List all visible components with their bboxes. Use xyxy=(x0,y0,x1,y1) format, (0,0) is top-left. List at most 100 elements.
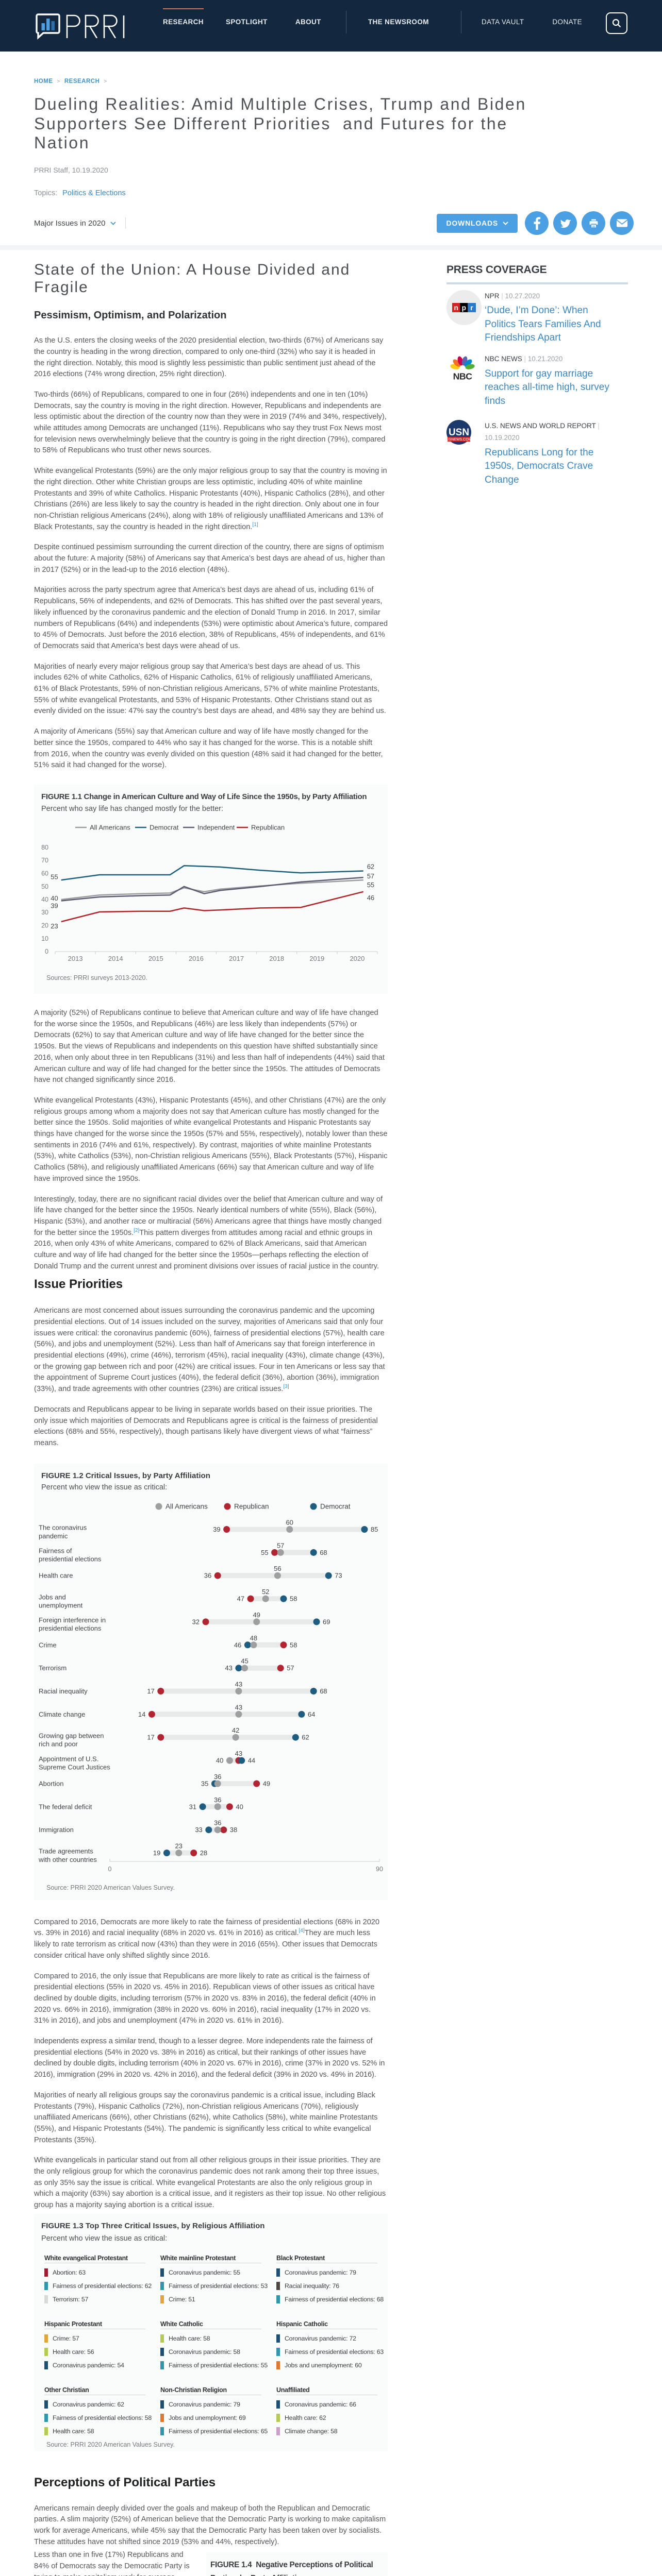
svg-text:36: 36 xyxy=(214,1796,221,1804)
svg-text:Supreme Court Justices: Supreme Court Justices xyxy=(39,1763,110,1771)
svg-text:The coronavirus: The coronavirus xyxy=(39,1523,87,1531)
svg-text:2013: 2013 xyxy=(68,955,83,962)
svg-text:Democrat: Democrat xyxy=(320,1502,351,1510)
svg-text:The federal deficit: The federal deficit xyxy=(39,1803,92,1810)
svg-text:30: 30 xyxy=(41,909,48,916)
svg-text:Jobs and: Jobs and xyxy=(39,1593,66,1601)
svg-text:Abortion: Abortion xyxy=(39,1780,63,1787)
svg-text:85: 85 xyxy=(371,1526,378,1533)
svg-text:60: 60 xyxy=(286,1518,293,1526)
svg-text:r: r xyxy=(470,303,473,312)
svg-text:55: 55 xyxy=(261,1549,268,1556)
svg-text:52: 52 xyxy=(262,1588,269,1596)
svg-text:35: 35 xyxy=(201,1780,208,1787)
svg-text:31: 31 xyxy=(189,1803,196,1810)
svg-text:40: 40 xyxy=(51,894,58,902)
svg-text:0: 0 xyxy=(108,1866,112,1873)
svg-text:46: 46 xyxy=(367,894,374,902)
svg-text:49: 49 xyxy=(263,1780,270,1787)
svg-text:62: 62 xyxy=(302,1733,309,1741)
svg-text:58: 58 xyxy=(290,1641,297,1649)
svg-text:19: 19 xyxy=(153,1849,160,1857)
svg-text:46: 46 xyxy=(234,1641,241,1649)
svg-text:43: 43 xyxy=(225,1664,232,1672)
svg-text:with other countries: with other countries xyxy=(38,1856,97,1863)
svg-text:64: 64 xyxy=(308,1710,315,1718)
svg-text:80: 80 xyxy=(41,844,48,851)
svg-text:57: 57 xyxy=(277,1541,284,1549)
svg-text:rich and poor: rich and poor xyxy=(39,1740,78,1748)
svg-text:56: 56 xyxy=(274,1565,281,1572)
svg-text:Racial inequality: Racial inequality xyxy=(39,1687,88,1695)
svg-text:45: 45 xyxy=(241,1657,248,1665)
svg-text:Health care: Health care xyxy=(39,1571,73,1579)
svg-text:2018: 2018 xyxy=(269,955,284,962)
svg-text:0: 0 xyxy=(45,948,48,955)
svg-text:42: 42 xyxy=(232,1726,239,1734)
svg-text:NBC: NBC xyxy=(453,371,473,381)
svg-text:2019: 2019 xyxy=(309,955,324,962)
svg-text:10: 10 xyxy=(41,935,48,942)
svg-text:Democrat: Democrat xyxy=(150,824,179,832)
svg-text:36: 36 xyxy=(214,1773,221,1781)
svg-text:17: 17 xyxy=(147,1687,154,1695)
svg-text:14: 14 xyxy=(138,1710,145,1718)
svg-text:57: 57 xyxy=(367,872,374,880)
svg-text:62: 62 xyxy=(367,863,374,871)
svg-text:unemployment: unemployment xyxy=(39,1601,83,1609)
svg-text:28: 28 xyxy=(200,1849,207,1857)
svg-text:Immigration: Immigration xyxy=(39,1826,74,1834)
svg-text:39: 39 xyxy=(213,1526,220,1533)
svg-text:43: 43 xyxy=(235,1703,242,1711)
svg-text:Foreign interference in: Foreign interference in xyxy=(39,1616,106,1624)
svg-text:USNEWS.COM: USNEWS.COM xyxy=(446,438,471,442)
svg-text:All Americans: All Americans xyxy=(166,1502,208,1510)
svg-text:Independent: Independent xyxy=(197,824,235,832)
svg-text:38: 38 xyxy=(230,1826,237,1834)
svg-text:48: 48 xyxy=(250,1634,257,1642)
svg-text:36: 36 xyxy=(204,1571,211,1579)
svg-text:Fairness of: Fairness of xyxy=(39,1547,72,1554)
svg-text:2020: 2020 xyxy=(350,955,365,962)
svg-text:58: 58 xyxy=(290,1595,297,1602)
svg-text:44: 44 xyxy=(248,1756,255,1764)
svg-text:40: 40 xyxy=(236,1803,243,1810)
svg-text:presidential elections: presidential elections xyxy=(39,1555,102,1563)
svg-text:68: 68 xyxy=(320,1687,327,1695)
svg-text:2016: 2016 xyxy=(189,955,204,962)
svg-text:43: 43 xyxy=(235,1680,242,1688)
svg-text:All Americans: All Americans xyxy=(90,824,130,832)
svg-text:55: 55 xyxy=(367,881,374,889)
svg-text:49: 49 xyxy=(253,1611,260,1619)
svg-text:57: 57 xyxy=(287,1664,294,1672)
svg-text:n: n xyxy=(454,303,458,312)
svg-text:68: 68 xyxy=(320,1549,327,1556)
svg-text:Terrorism: Terrorism xyxy=(39,1664,67,1672)
svg-text:36: 36 xyxy=(214,1819,221,1826)
svg-text:Crime: Crime xyxy=(39,1641,57,1649)
svg-text:20: 20 xyxy=(41,922,48,929)
svg-text:69: 69 xyxy=(323,1618,330,1625)
svg-text:40: 40 xyxy=(216,1756,223,1764)
svg-text:90: 90 xyxy=(376,1866,383,1873)
svg-text:p: p xyxy=(462,303,467,312)
svg-text:50: 50 xyxy=(41,883,48,890)
svg-text:47: 47 xyxy=(237,1595,244,1602)
svg-text:Trade agreements: Trade agreements xyxy=(39,1847,93,1855)
svg-text:70: 70 xyxy=(41,857,48,864)
svg-text:2014: 2014 xyxy=(108,955,123,962)
svg-text:2017: 2017 xyxy=(229,955,244,962)
svg-text:32: 32 xyxy=(192,1618,200,1625)
svg-text:60: 60 xyxy=(41,870,48,877)
svg-text:Growing gap between: Growing gap between xyxy=(39,1732,104,1739)
svg-text:2015: 2015 xyxy=(148,955,163,962)
svg-text:23: 23 xyxy=(51,922,58,930)
svg-text:40: 40 xyxy=(41,896,48,903)
svg-text:23: 23 xyxy=(175,1842,182,1850)
svg-text:Appointment of U.S.: Appointment of U.S. xyxy=(39,1755,98,1762)
svg-text:pandemic: pandemic xyxy=(39,1532,68,1540)
svg-text:73: 73 xyxy=(335,1571,342,1579)
svg-text:17: 17 xyxy=(147,1733,154,1741)
svg-text:Republican: Republican xyxy=(251,824,285,832)
svg-text:Climate change: Climate change xyxy=(39,1710,85,1718)
